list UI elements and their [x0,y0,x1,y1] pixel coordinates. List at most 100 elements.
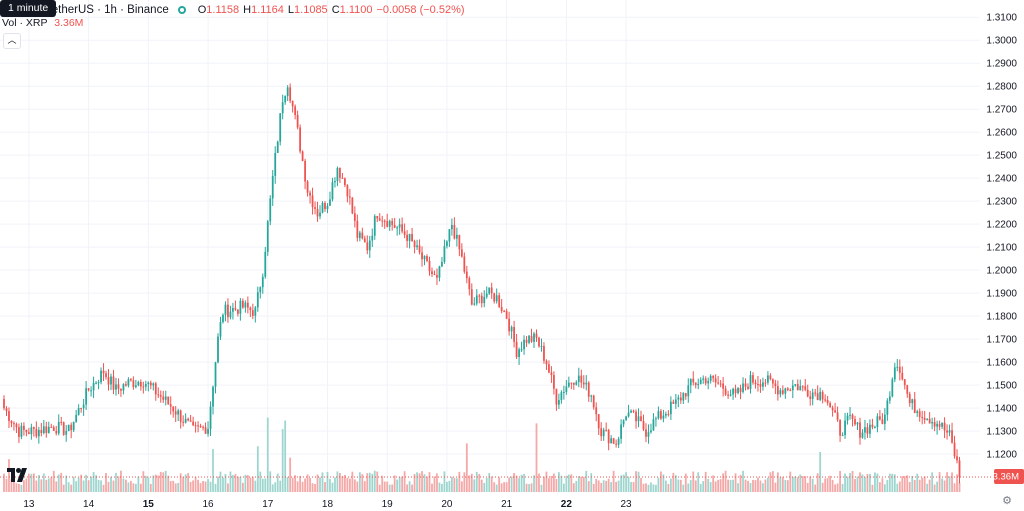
candle-body [214,362,217,387]
volume-bar [592,483,595,492]
candle-body [15,424,18,428]
candle-body [607,430,610,444]
volume-bar [943,480,946,492]
candle-body [592,395,595,408]
candle-body [57,421,60,434]
x-tick-label: 13 [23,499,35,510]
candle-body [455,234,458,239]
candle-body [393,224,396,228]
candle-body [557,400,560,405]
candle-body [95,382,97,384]
volume-bar [597,480,600,492]
volume-bar [197,479,199,492]
tradingview-logo-icon[interactable] [7,468,27,482]
volume-bar [132,483,135,492]
candle-body [256,292,259,308]
candle-body [117,384,120,389]
gear-icon[interactable]: ⚙ [1002,495,1012,507]
chevron-up-icon[interactable]: ︿ [3,33,21,49]
volume-bar [274,482,277,492]
volume-bar [291,477,294,492]
candle-body [112,376,115,390]
candle-body [734,388,737,394]
y-tick-label: 1.2300 [986,197,1017,208]
volume-bar [704,471,707,492]
volume-bar [363,481,366,492]
market-status-icon[interactable] [177,6,186,14]
candle-body [458,234,461,250]
volume-bar [23,480,25,492]
volume-bar [854,478,856,492]
candle-body [921,416,924,418]
candle-body [259,287,262,293]
candle-body [794,384,797,386]
volume-bar [199,483,202,492]
candle-body [635,411,637,422]
candle-body [403,231,406,235]
candle-body [353,213,356,221]
volume-bar [958,482,961,492]
candle-body [222,314,224,323]
volume-bar [187,473,190,492]
candle-body [587,382,590,397]
high-value: 1.1164 [251,4,284,16]
volume-bar [209,481,212,492]
volume-bar [749,482,752,492]
candle-body [316,208,319,217]
symbol-title[interactable]: TetherUS · 1h · Binance [46,4,169,16]
price-axis[interactable]: 1.3100 1.3000 1.2900 1.2800 1.2700 1.2600 1.25… [986,13,1017,461]
volume-bar [620,475,622,492]
volume-bar [217,476,219,492]
volume-bar [779,477,782,492]
candle-body [936,423,939,427]
candle-body [874,426,876,428]
volume-bar [398,477,401,492]
time-axis[interactable]: 13 14 15 16 17 18 19 20 21 22 23 [23,499,632,510]
volume-bar [881,478,884,492]
volume-bar [498,477,501,492]
volume-bar [418,473,421,492]
volume-bar [799,474,802,492]
candle-body [946,430,948,433]
open-value: 1.1158 [206,4,240,16]
candle-body [719,383,722,385]
candle-body [505,311,508,319]
volume-bar [254,480,257,492]
candle-body [923,417,926,420]
volume-bar [32,473,35,492]
volume-bar [669,478,672,492]
candle-body [306,181,309,193]
candle-body [640,416,642,422]
candle-body [704,378,707,384]
candle-body [237,309,239,314]
volume-bar [299,475,302,492]
candle-body [655,418,657,420]
candle-body [411,233,413,242]
candle-body [908,393,911,404]
candle-body [75,414,78,422]
volume-bar [229,471,232,492]
candle-body [784,388,787,394]
volume-bar [251,476,254,492]
candle-body [162,396,165,400]
volume-bar [480,479,483,492]
candle-body [321,202,324,213]
volume-bar [520,474,523,492]
volume-bar [234,474,237,492]
volume-bar [13,474,15,492]
candle-body [92,382,95,391]
candle-body [938,423,941,427]
candle-body [294,106,297,115]
volume-bar [754,480,757,492]
volume-bar [617,480,620,492]
volume-bar [212,449,214,492]
candle-body [642,421,645,430]
volume-bar [866,474,869,492]
candle-body [893,367,896,380]
candle-body [806,389,809,397]
volume-bar [605,480,608,492]
candle-body [881,419,884,424]
volume-bar [677,479,680,492]
volume-bar [47,478,50,492]
